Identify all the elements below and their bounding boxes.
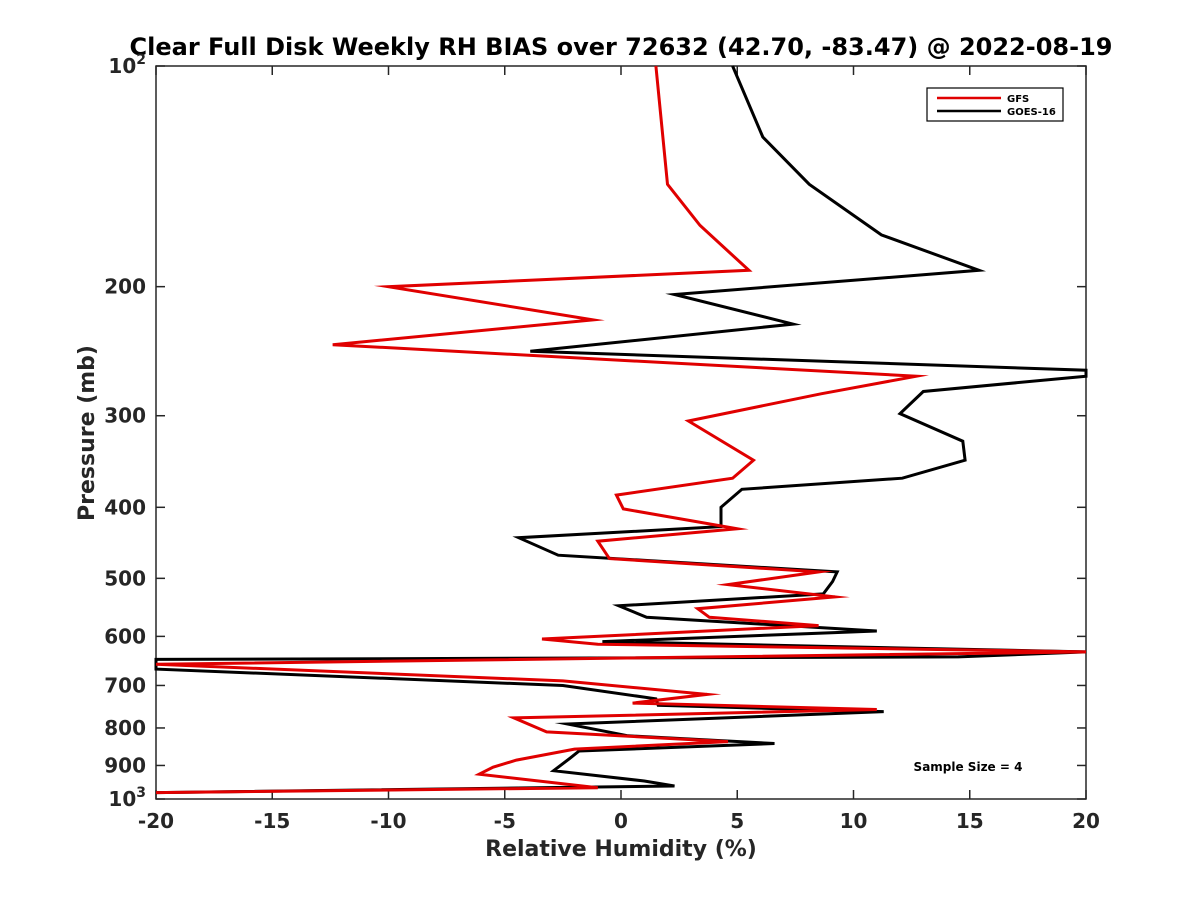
x-axis-label: Relative Humidity (%) [485,837,757,862]
y-tick-label-base: 10 [108,787,136,811]
y-tick-label: 900 [104,753,146,777]
x-axis: -20 -15 -10 -5 0 5 10 15 20 [138,66,1100,833]
series-line-goes-16 [154,65,1088,795]
x-tick-label: 5 [730,809,744,833]
y-tick-label-exponent: 2 [136,52,146,68]
y-tick-label-exponent: 3 [136,785,146,801]
legend-label: GFS [1007,94,1029,105]
y-tick-label: 103 [108,785,146,811]
series-line-gfs [155,65,1087,795]
legend-label: GOES-16 [1007,107,1056,118]
y-tick-label: 700 [104,673,146,697]
x-tick-label: 10 [840,809,868,833]
y-tick-label-base: 900 [104,753,146,777]
y-tick-label-base: 200 [104,275,146,299]
y-tick-label-base: 700 [104,673,146,697]
y-tick-label: 102 [108,52,146,78]
x-tick-label: -5 [494,809,516,833]
legend-box [926,87,1064,122]
y-tick-label-base: 10 [108,54,136,78]
x-tick-label: 0 [614,809,628,833]
y-tick-label: 200 [104,275,146,299]
y-tick-label-base: 500 [104,566,146,590]
y-tick-label: 400 [104,495,146,519]
x-tick-label: -15 [254,809,290,833]
series-layer [154,65,1088,795]
sample-size-annotation: Sample Size = 4 [914,760,1023,774]
y-tick-label: 300 [104,404,146,428]
y-tick-label-base: 300 [104,404,146,428]
y-tick-label-base: 400 [104,495,146,519]
x-tick-label: 20 [1072,809,1100,833]
x-tick-label: -10 [370,809,406,833]
x-tick-label: 15 [956,809,984,833]
y-axis-label: Pressure (mb) [75,345,100,521]
y-tick-label: 800 [104,716,146,740]
y-tick-label-base: 800 [104,716,146,740]
chart-title: Clear Full Disk Weekly RH BIAS over 7263… [130,33,1113,61]
y-tick-label-base: 600 [104,624,146,648]
legend: GFS GOES-16 [926,87,1064,122]
x-tick-label: -20 [138,809,174,833]
y-tick-label: 600 [104,624,146,648]
y-tick-label: 500 [104,566,146,590]
